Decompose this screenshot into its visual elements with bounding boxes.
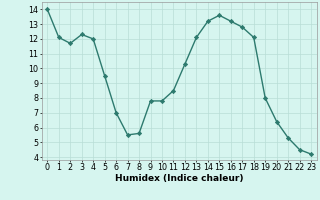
X-axis label: Humidex (Indice chaleur): Humidex (Indice chaleur) <box>115 174 244 183</box>
